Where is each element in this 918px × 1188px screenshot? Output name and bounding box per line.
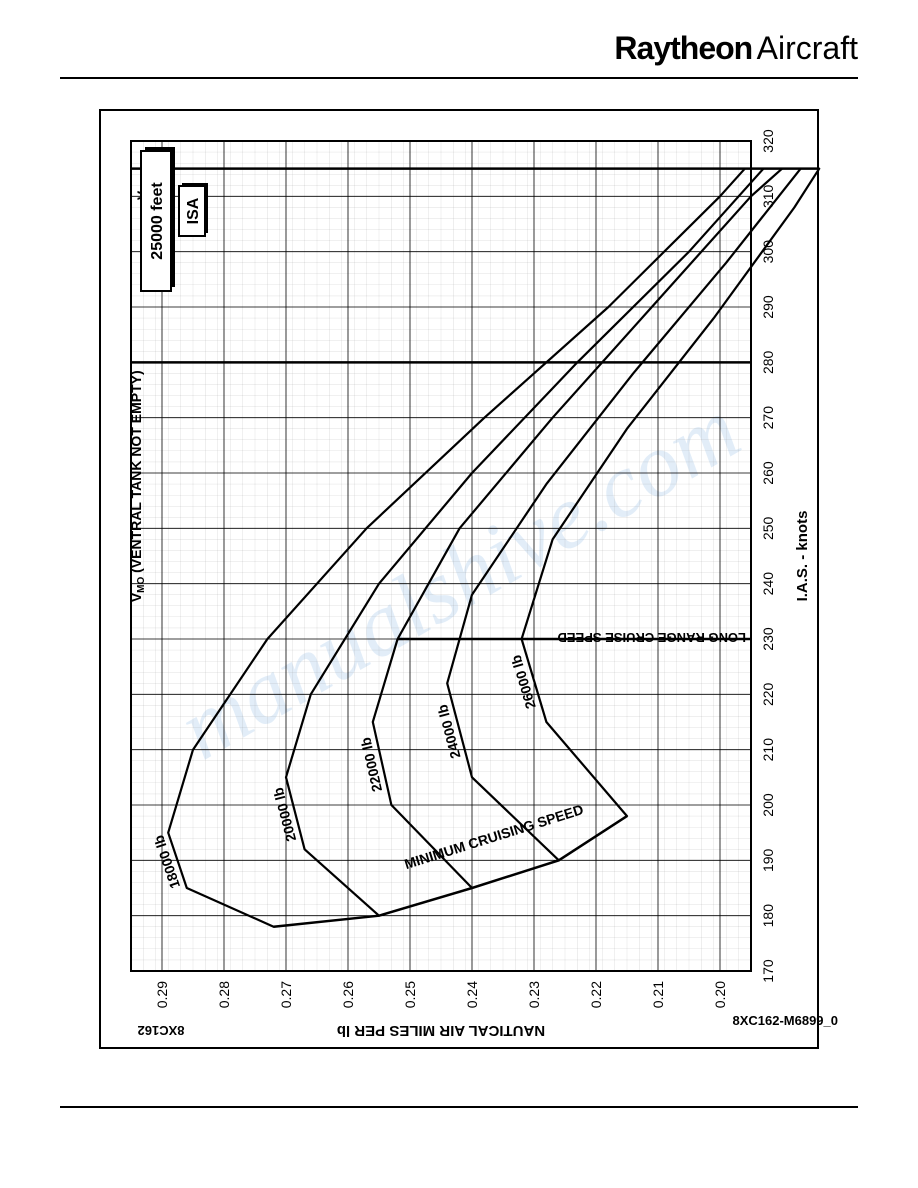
svg-text:I.A.S. - knots: I.A.S. - knots bbox=[794, 511, 811, 602]
svg-text:22000 lb: 22000 lb bbox=[357, 736, 385, 793]
svg-text:200: 200 bbox=[760, 793, 776, 817]
svg-text:0.28: 0.28 bbox=[216, 981, 232, 1008]
svg-text:0.21: 0.21 bbox=[650, 981, 666, 1008]
svg-text:290: 290 bbox=[760, 295, 776, 319]
figure-code: 8XC162-M6899_0 bbox=[732, 1013, 838, 1028]
svg-text:230: 230 bbox=[760, 627, 776, 651]
chart-svg: 170 180 190 200 210 220 230 240 250 260 270 280 290 3… bbox=[101, 111, 821, 1051]
svg-text:170: 170 bbox=[760, 959, 776, 983]
svg-text:180: 180 bbox=[760, 904, 776, 928]
svg-text:VMO (VENTRAL TANK NOT EMPTY): VMO (VENTRAL TANK NOT EMPTY) bbox=[128, 370, 147, 602]
page-header: Raytheon Aircraft bbox=[60, 30, 858, 79]
svg-text:8XC162: 8XC162 bbox=[138, 1023, 185, 1038]
svg-text:0.26: 0.26 bbox=[340, 981, 356, 1008]
svg-text:LONG RANGE CRUISE SPEED: LONG RANGE CRUISE SPEED bbox=[557, 630, 746, 645]
brand-name-light: Aircraft bbox=[757, 30, 858, 66]
svg-text:320: 320 bbox=[760, 129, 776, 153]
svg-text:0.29: 0.29 bbox=[154, 981, 170, 1008]
svg-text:25000 feet: 25000 feet bbox=[149, 182, 166, 260]
svg-text:0.25: 0.25 bbox=[402, 981, 418, 1008]
svg-text:0.23: 0.23 bbox=[526, 981, 542, 1008]
svg-text:0.24: 0.24 bbox=[464, 981, 480, 1008]
svg-text:220: 220 bbox=[760, 682, 776, 706]
svg-text:0.20: 0.20 bbox=[712, 981, 728, 1008]
svg-text:0.22: 0.22 bbox=[588, 981, 604, 1008]
svg-text:280: 280 bbox=[760, 350, 776, 374]
page-footer-rule bbox=[60, 1106, 858, 1108]
svg-text:270: 270 bbox=[760, 406, 776, 430]
page: Raytheon Aircraft manualshive.com 170180… bbox=[0, 0, 918, 1188]
svg-text:ISA: ISA bbox=[185, 197, 202, 224]
svg-text:250: 250 bbox=[760, 516, 776, 540]
svg-text:210: 210 bbox=[760, 738, 776, 762]
chart-frame: manualshive.com 170180190200210220230240… bbox=[99, 109, 819, 1049]
svg-text:240: 240 bbox=[760, 572, 776, 596]
svg-text:0.27: 0.27 bbox=[278, 981, 294, 1008]
svg-text:260: 260 bbox=[760, 461, 776, 485]
svg-text:190: 190 bbox=[760, 848, 776, 872]
chart-rotated: 170 180 190 200 210 220 230 240 250 260 270 280 290 3… bbox=[101, 111, 821, 1051]
svg-text:NAUTICAL AIR MILES PER lb: NAUTICAL AIR MILES PER lb bbox=[337, 1022, 545, 1039]
brand-name-bold: Raytheon bbox=[614, 30, 752, 66]
